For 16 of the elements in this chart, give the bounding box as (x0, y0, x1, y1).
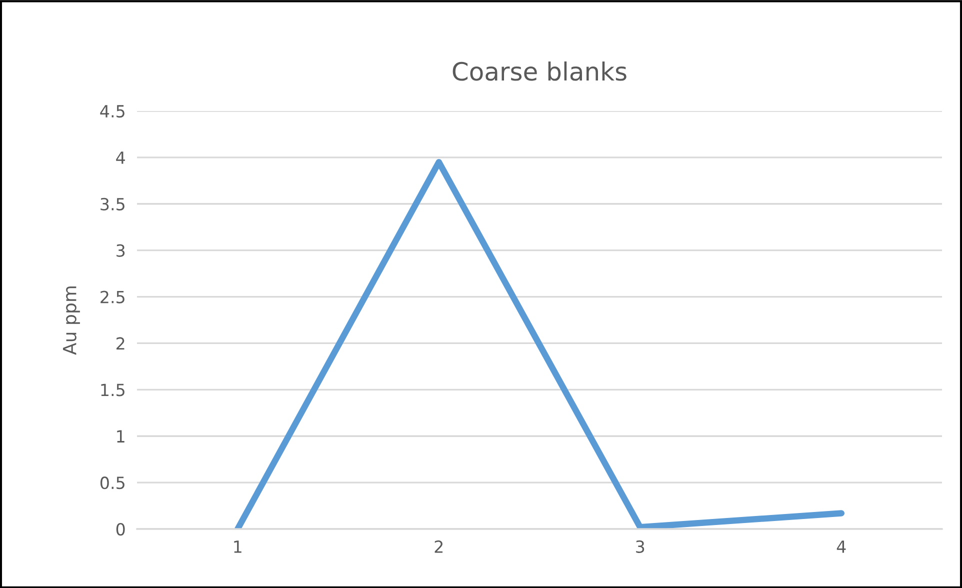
y-tick-label: 0.5 (100, 476, 124, 490)
y-tick-label: 0 (116, 522, 125, 536)
x-tick-label: 3 (636, 540, 644, 554)
y-tick-label: 2 (116, 337, 124, 350)
x-tick-label: 4 (836, 540, 846, 553)
y-tick-label: 4 (116, 152, 125, 164)
y-tick-label: 1.5 (101, 384, 124, 396)
y-tick-label: 4.5 (100, 105, 124, 118)
y-tick-label: 3.5 (100, 198, 124, 210)
chart-title: Coarse blanks (452, 61, 626, 81)
y-tick-label: 2.5 (100, 290, 124, 304)
y-tick-label: 3 (116, 244, 125, 257)
x-tick-label: 1 (234, 540, 242, 553)
x-tick-label: 2 (434, 540, 443, 553)
y-tick-label: 1 (117, 430, 124, 442)
y-axis-title: Au ppm (63, 286, 80, 355)
